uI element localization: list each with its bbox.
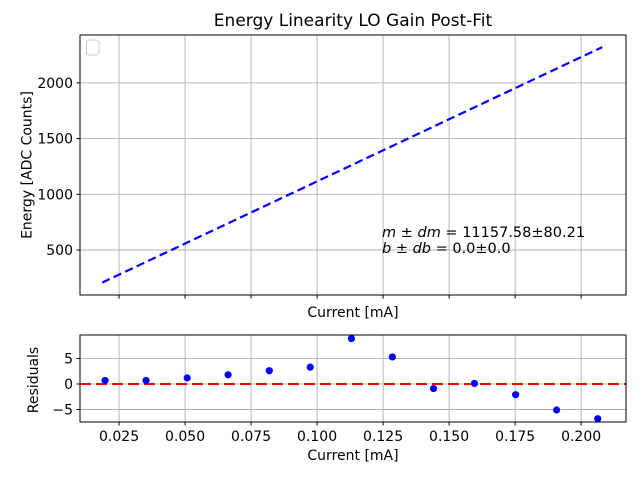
fit-annotation-line1: m ± dm = 11157.58±80.21 xyxy=(382,225,585,241)
residual-data-point xyxy=(429,384,438,393)
residuals-plot-data-layer xyxy=(80,334,626,423)
residuals-y-axis-label: Residuals xyxy=(26,347,42,413)
y-tick-label: −5 xyxy=(52,402,73,418)
residual-data-point xyxy=(512,391,520,399)
residual-data-point xyxy=(265,367,273,375)
legend-box-empty xyxy=(86,39,100,56)
tick-marks-and-labels: 500 1000 1500 2000 −5 0 5 0.025 0.050 0.075 0.100 0… xyxy=(37,76,601,445)
residual-data-point xyxy=(552,406,561,414)
fit-line xyxy=(101,46,603,284)
fit-annotation-line1-math: m ± dm xyxy=(382,225,441,241)
fit-annotation-line2-value: = 0.0±0.0 xyxy=(431,241,511,257)
top-plot-gridlines xyxy=(80,35,626,295)
y-tick-label: 0 xyxy=(64,377,73,393)
x-tick-label: 0.050 xyxy=(165,429,205,445)
top-x-axis-label: Current [mA] xyxy=(307,305,398,321)
residual-data-point xyxy=(470,379,479,388)
y-tick-label: 1500 xyxy=(37,132,73,148)
x-tick-label: 0.125 xyxy=(363,429,403,445)
residual-data-point xyxy=(224,371,232,379)
y-tick-label: 500 xyxy=(46,243,73,259)
y-tick-label: 2000 xyxy=(37,76,73,92)
residual-data-point xyxy=(101,376,109,385)
residuals-plot-frame xyxy=(79,334,627,423)
x-tick-label: 0.100 xyxy=(297,429,337,445)
y-tick-label: 1000 xyxy=(37,187,73,203)
x-tick-label: 0.175 xyxy=(495,429,535,445)
y-tick-label: 5 xyxy=(64,351,73,367)
x-tick-label: 0.075 xyxy=(231,429,271,445)
residuals-plot-gridlines xyxy=(80,335,626,422)
fit-annotation-line1-value: = 11157.58±80.21 xyxy=(441,225,585,241)
residual-data-point xyxy=(594,415,602,423)
top-plot-frame xyxy=(79,34,627,296)
x-tick-label: 0.025 xyxy=(99,429,139,445)
residual-data-point xyxy=(388,353,396,361)
fit-annotation-line2-math: b ± db xyxy=(382,241,431,257)
x-tick-label: 0.200 xyxy=(561,429,601,445)
chart-title: Energy Linearity LO Gain Post-Fit xyxy=(214,11,493,31)
residual-data-point xyxy=(347,334,356,343)
residual-data-point xyxy=(142,376,150,385)
residual-data-point xyxy=(183,374,191,382)
top-plot-data-layer xyxy=(101,46,603,284)
x-tick-label: 0.150 xyxy=(429,429,469,445)
residuals-x-axis-label: Current [mA] xyxy=(307,448,398,464)
fit-annotation-line2: b ± db = 0.0±0.0 xyxy=(382,241,511,257)
residual-data-point xyxy=(306,363,314,371)
top-y-axis-label: Energy [ADC Counts] xyxy=(20,91,36,239)
